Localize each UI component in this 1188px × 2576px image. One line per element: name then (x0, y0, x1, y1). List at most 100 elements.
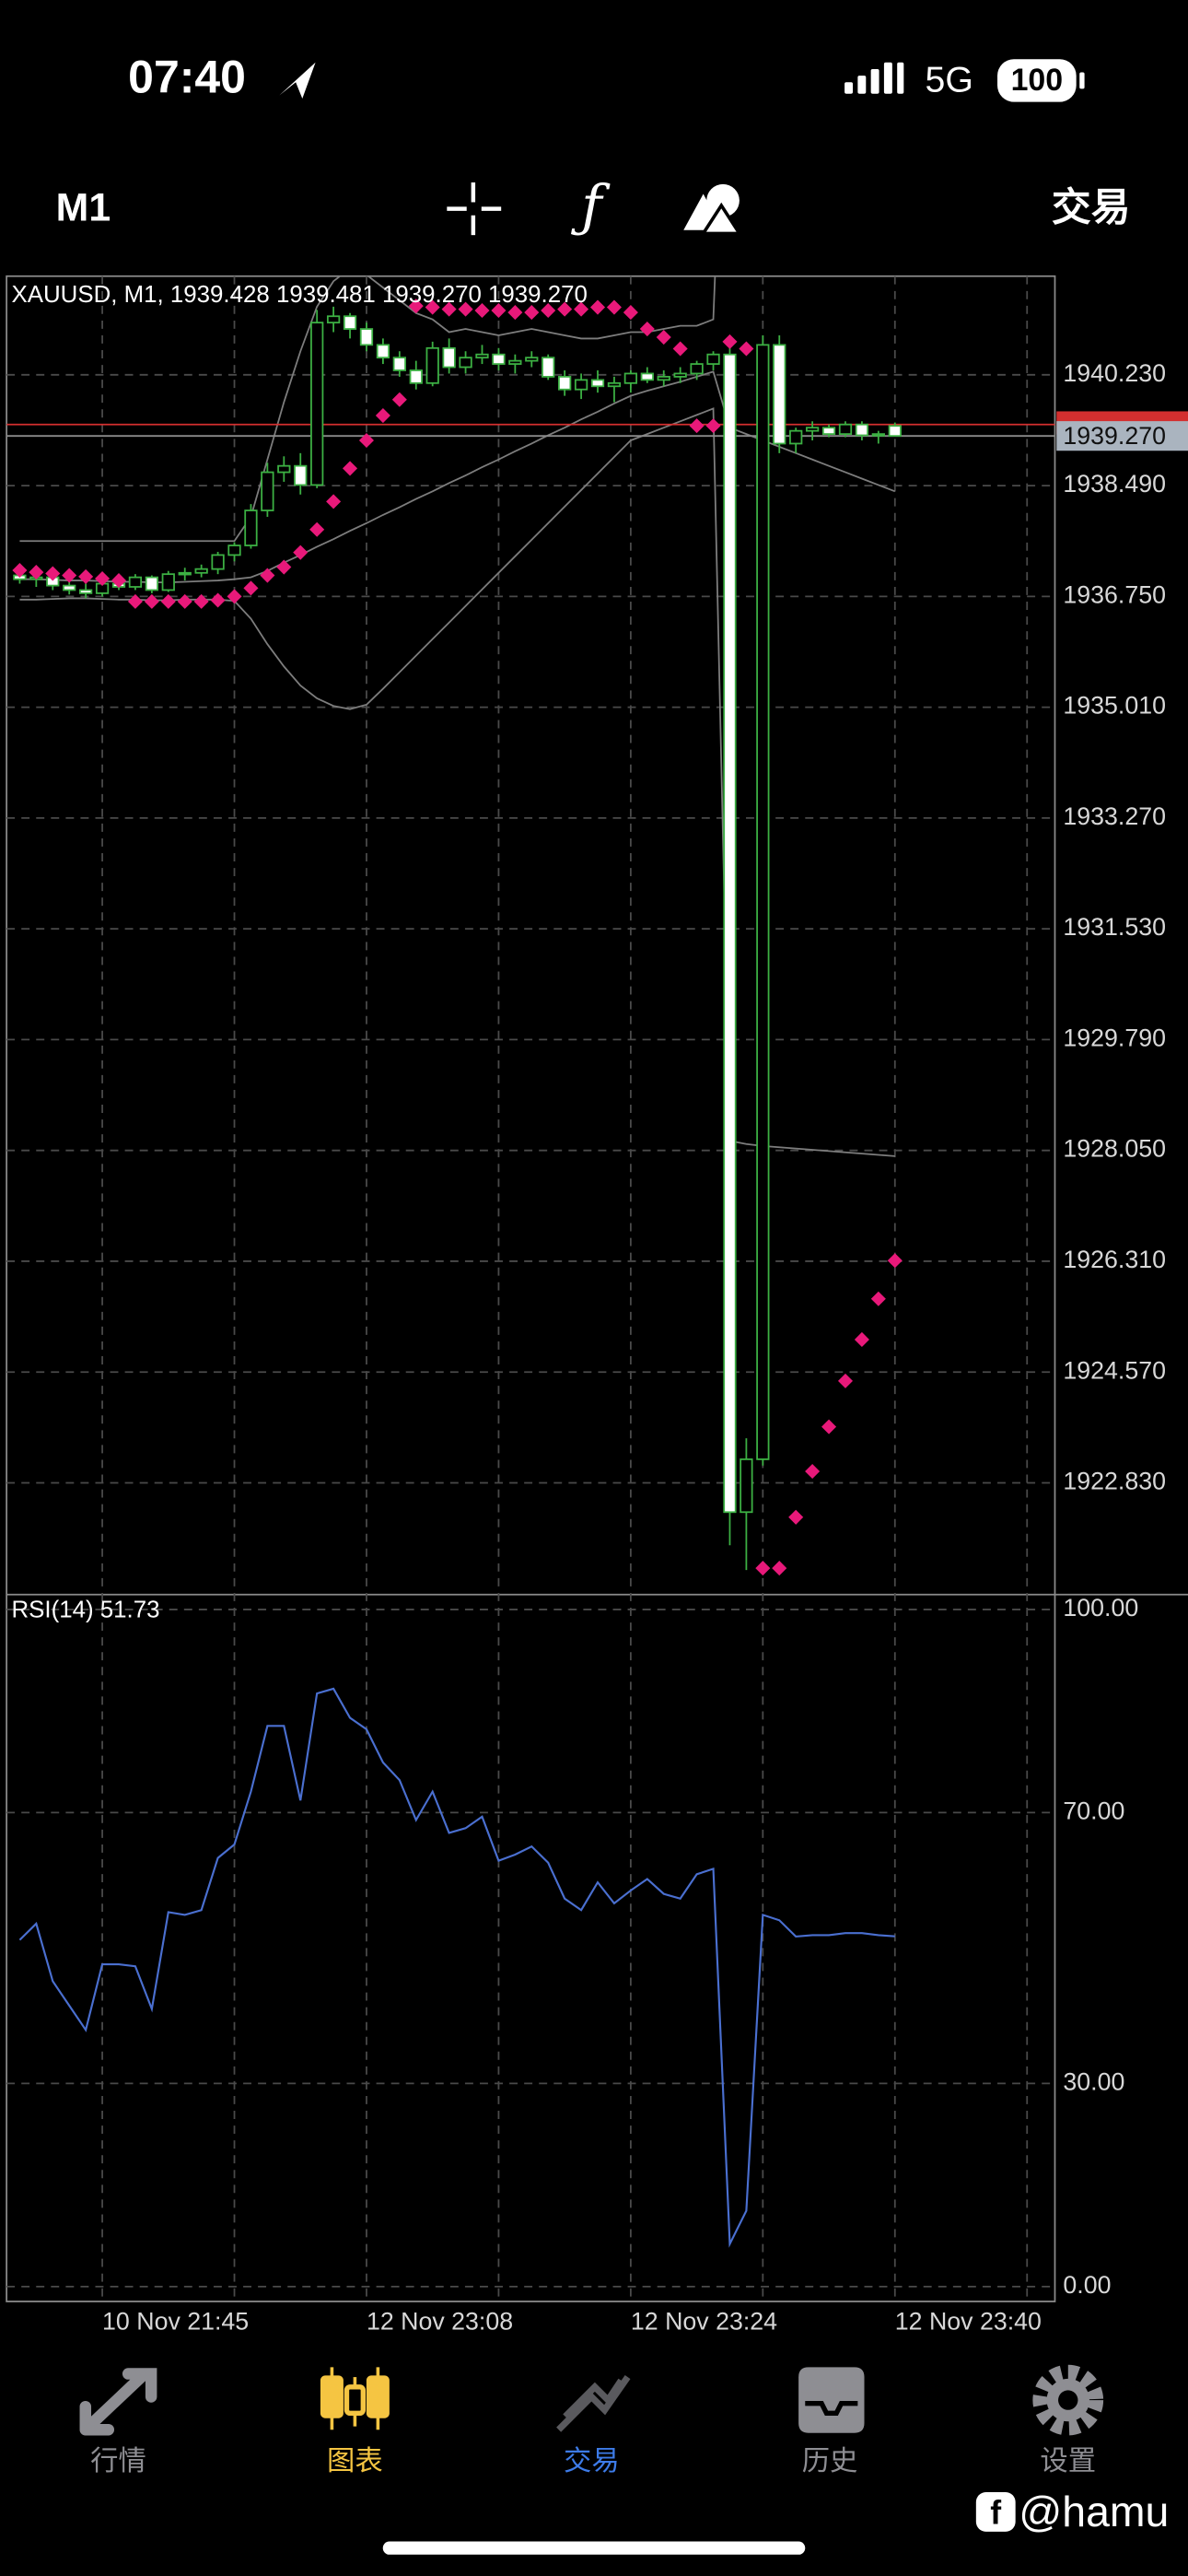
sar-dot (755, 1561, 771, 1576)
chart-title: XAUUSD, M1, 1939.428 1939.481 1939.270 1… (11, 282, 587, 308)
candle-body (211, 554, 225, 570)
candle-body (773, 344, 786, 445)
sar-dot (574, 301, 589, 317)
sar-dot (177, 593, 192, 609)
candle-body (871, 433, 885, 437)
sar-dot (144, 593, 159, 609)
y-tick-label: 1931.530 (1063, 913, 1166, 941)
battery-tip (1079, 72, 1085, 89)
sar-dot (705, 418, 721, 434)
candle-body (657, 376, 670, 381)
sar-dot (358, 432, 375, 449)
sar-dot (524, 305, 540, 321)
tab-bar: 行情 图表 交易 历史 设置 (79, 2364, 1104, 2476)
tab-label: 设置 (1040, 2446, 1096, 2476)
x-tick-label: 12 Nov 23:08 (367, 2307, 513, 2335)
candle-body (805, 427, 820, 432)
sar-dot (788, 1509, 804, 1525)
candle-body (310, 322, 324, 486)
candle-body (359, 328, 374, 346)
candle-body (161, 573, 175, 591)
tab-label: 历史 (802, 2445, 858, 2476)
clock: 07:40 (128, 52, 246, 103)
candle-body (542, 357, 555, 378)
sar-dot (854, 1331, 869, 1347)
sar-dot (623, 305, 638, 321)
sar-dot (589, 299, 606, 315)
y-tick-label: 1928.050 (1063, 1135, 1166, 1163)
timeframe-button[interactable]: M1 (56, 186, 111, 230)
sar-dot (507, 305, 523, 321)
tab-label: 行情 (90, 2445, 146, 2476)
status-bar: 07:40 5G 100 (128, 52, 1085, 103)
battery-level: 100 (1011, 63, 1064, 98)
candle-body (740, 1458, 753, 1514)
candle-body (392, 357, 406, 371)
sar-dot (193, 593, 209, 609)
chart-tab[interactable]: 图表 (320, 2367, 390, 2476)
rsi-title: RSI(14) 51.73 (11, 1597, 159, 1622)
y-tick-label: 1933.270 (1063, 802, 1166, 830)
rsi-panel (18, 1687, 895, 2248)
trade-tab[interactable]: 交易 (556, 2375, 631, 2476)
history-tab[interactable]: 历史 (798, 2367, 865, 2476)
y-tick-label: 1926.310 (1063, 1246, 1166, 1273)
candle-body (838, 423, 853, 435)
settings-tab[interactable]: 设置 (1032, 2364, 1104, 2476)
y-tick-label: 1924.570 (1063, 1356, 1166, 1384)
sar-dot (276, 559, 292, 575)
sar-dot (375, 408, 390, 424)
candle-body (244, 509, 258, 546)
sar-dot (557, 301, 573, 317)
candle-body (723, 353, 737, 1514)
x-tick-label: 12 Nov 23:40 (895, 2307, 1042, 2335)
sar-dot (45, 566, 61, 581)
candle-body (475, 353, 489, 359)
y-tick-label: 30.00 (1063, 2067, 1124, 2095)
sar-dot (672, 341, 688, 357)
candle-body (821, 427, 836, 435)
candle-body (574, 379, 588, 391)
y-tick-label: 70.00 (1063, 1797, 1124, 1824)
candle-body (343, 315, 357, 330)
crosshair-button[interactable] (447, 182, 502, 236)
watermark-text: @hamu (1019, 2488, 1169, 2535)
candle-body (442, 346, 456, 369)
y-tick-label: 0.00 (1063, 2271, 1111, 2299)
sar-dot (870, 1291, 886, 1306)
sar-dot (656, 330, 671, 345)
quotes-tab[interactable]: 行情 (79, 2368, 157, 2476)
candle-body (227, 544, 241, 556)
y-tick-label: 1922.830 (1063, 1468, 1166, 1495)
candle-body (194, 568, 208, 574)
chart-frame (6, 275, 1056, 2302)
candle-body (63, 584, 76, 591)
objects-button[interactable] (683, 183, 743, 236)
home-indicator (382, 2541, 806, 2555)
sar-dot (805, 1464, 821, 1480)
sar-dot (772, 1561, 787, 1576)
candle-body (690, 363, 704, 375)
trade-button[interactable]: 交易 (1052, 186, 1131, 230)
candle-body (326, 315, 341, 324)
x-tick-label: 12 Nov 23:24 (631, 2307, 777, 2335)
y-tick-label: 1935.010 (1063, 692, 1166, 720)
candle-body (673, 372, 687, 378)
candle-body (376, 344, 390, 359)
sar-dot (739, 341, 754, 357)
y-tick-label: 1938.490 (1063, 470, 1166, 498)
candle-body (79, 589, 93, 594)
sar-dot (474, 302, 490, 319)
candle-body (128, 576, 143, 588)
candle-body (607, 381, 622, 388)
sar-dot (425, 299, 440, 315)
candle-body (508, 359, 522, 365)
candle-body (178, 571, 192, 576)
sar-dot (441, 301, 457, 317)
candle-body (409, 369, 423, 384)
sar-dot (343, 461, 358, 476)
bid-label-box (1056, 421, 1188, 451)
